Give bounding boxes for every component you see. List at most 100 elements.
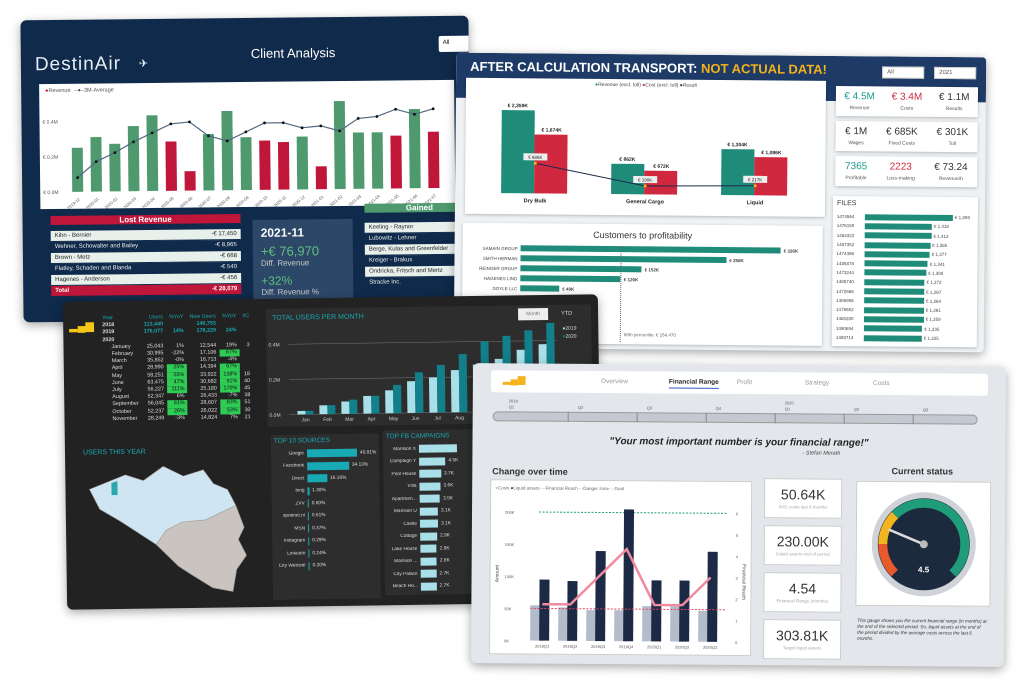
revenue-bar[interactable] [184, 171, 196, 191]
revenue-bar[interactable] [165, 141, 177, 191]
revenue-bar[interactable] [90, 136, 102, 192]
revenue-bar[interactable] [221, 110, 234, 191]
month-row[interactable]: November 28,249 -3% 14,824 7% 21 [100, 414, 253, 423]
revenue-bar[interactable] [427, 131, 440, 189]
revenue-bar[interactable] [315, 166, 327, 190]
revenue-bar[interactable] [277, 142, 290, 190]
users-bar-2020[interactable] [436, 364, 446, 413]
revenue-bar[interactable] [296, 136, 309, 190]
customer-bar [520, 275, 621, 283]
revenue-bar[interactable] [127, 126, 140, 192]
kpi-card: 4.54 Financial Range (months) [763, 572, 842, 613]
tab-costs[interactable]: Costs [872, 379, 890, 388]
category-label: Liquid [747, 200, 764, 206]
timeline-quarter[interactable]: Q3 [922, 407, 929, 413]
users-bar-2019[interactable] [341, 401, 350, 414]
year-dropdown[interactable]: 2021 [934, 66, 977, 80]
revenue-bar[interactable] [202, 134, 215, 191]
liquid-assets-bar[interactable] [567, 581, 578, 641]
row-label: Mansion U [393, 509, 417, 515]
row-label: City Website [278, 563, 306, 570]
revenue-bar[interactable] [408, 108, 421, 189]
timeline-slider[interactable] [492, 411, 978, 425]
customer-name: SAMAIN GROUP [482, 245, 518, 251]
sources-row[interactable]: City Website 0.20% [273, 559, 381, 573]
row-bar [308, 537, 310, 546]
liquid-assets-bar[interactable] [623, 509, 635, 642]
cost-label: € 1,674K [541, 128, 562, 134]
revenue-bar[interactable] [259, 140, 271, 190]
kpi-label: Toll [948, 140, 957, 148]
y-tick-label: 0K [504, 638, 509, 643]
users-bar-2020[interactable] [414, 372, 424, 413]
timeline-year: 2019 [508, 398, 518, 404]
average-point [375, 115, 379, 118]
liquid-assets-bar[interactable] [651, 580, 662, 642]
gauge-description: This gauge shows you the current financi… [857, 617, 987, 641]
users-bar-2019[interactable] [450, 369, 460, 413]
users-bar-2020[interactable] [458, 354, 468, 413]
revenue-bar[interactable] [71, 147, 84, 192]
financial-range-dashboard: ▂▄▆ Overview Financial Range Profit Strateg… [470, 363, 1007, 667]
users-bar-2019[interactable] [407, 381, 416, 413]
file-id: 1485280 [835, 316, 854, 322]
revenue-bar[interactable] [721, 149, 755, 196]
users-bar-2020[interactable] [305, 410, 314, 415]
x-tick-label: 2020-07 [197, 195, 212, 209]
y-tick-label: 0.0M [269, 413, 280, 419]
ytd-button[interactable]: YTD [561, 310, 573, 317]
tab-overview[interactable]: Overview [600, 378, 629, 386]
revenue-bar[interactable] [333, 100, 346, 190]
file-id: 1485878 [836, 260, 855, 266]
tab-profit[interactable]: Profit [736, 378, 753, 387]
timeline-quarter[interactable]: Q4 [715, 405, 722, 411]
revenue-bar[interactable] [371, 132, 384, 189]
liquid-assets-bar[interactable] [539, 579, 550, 641]
revenue-bar[interactable] [240, 137, 252, 191]
x-tick-label: Jun [411, 416, 419, 422]
liquid-assets-bar[interactable] [595, 551, 606, 642]
file-row[interactable]: 1489714 € 1,225 [836, 333, 973, 343]
file-bar [863, 325, 923, 332]
revenue-bar[interactable] [611, 163, 645, 195]
revenue-bar[interactable] [390, 135, 402, 189]
cost-bar[interactable] [534, 134, 568, 194]
users-bar-2020[interactable] [393, 384, 402, 414]
filter-dropdown[interactable]: All [438, 35, 472, 52]
revenue-bar[interactable] [146, 115, 159, 192]
tab-financial-range[interactable]: Financial Range [668, 378, 719, 389]
file-bar [864, 251, 930, 258]
cost-bar[interactable] [754, 157, 788, 196]
kpi-card: € 4.5M Revenue € 3.4M Costs € 1.1M Results [835, 86, 979, 118]
revenue-bar[interactable] [501, 110, 535, 194]
x-tick-label: 2019Q3 [591, 644, 606, 649]
tab-strategy[interactable]: Strategy [804, 379, 830, 387]
liquid-assets-bar[interactable] [679, 580, 690, 642]
customer-row[interactable]: DOYLE LLC € 49K [462, 283, 822, 296]
users-bar-2019[interactable] [297, 410, 306, 415]
filter-all-dropdown[interactable]: All [882, 66, 925, 79]
timeline-year: 2020 [784, 400, 794, 406]
users-bar-2020[interactable] [349, 399, 358, 414]
users-bar-2019[interactable] [319, 405, 328, 415]
timeline-quarter[interactable]: Q1 [508, 404, 515, 410]
users-bar-2019[interactable] [428, 377, 438, 413]
revenue-bar[interactable] [109, 143, 121, 192]
timeline-quarter[interactable]: Q2 [577, 404, 584, 410]
timeline-quarter[interactable]: Q1 [784, 406, 791, 412]
column-header[interactable]: %YoY [221, 313, 237, 320]
kpi-label: Results [945, 105, 963, 113]
timeline-quarter[interactable]: Q2 [853, 406, 860, 412]
users-bar-2020[interactable] [371, 395, 380, 414]
liquid-assets-bar[interactable] [707, 551, 718, 642]
kpi-label: Financial Range (months) [776, 598, 829, 604]
column-header[interactable]: %YoY [168, 314, 184, 321]
x-tick-label: 2021-02 [329, 194, 344, 208]
users-bar-2019[interactable] [385, 390, 394, 414]
revenue-bar[interactable] [352, 132, 365, 189]
users-bar-2020[interactable] [327, 405, 336, 415]
file-id: 1485740 [836, 279, 854, 285]
x-tick-label: 2020Q2 [675, 645, 690, 650]
users-bar-2019[interactable] [363, 395, 372, 414]
timeline-quarter[interactable]: Q3 [646, 405, 653, 411]
